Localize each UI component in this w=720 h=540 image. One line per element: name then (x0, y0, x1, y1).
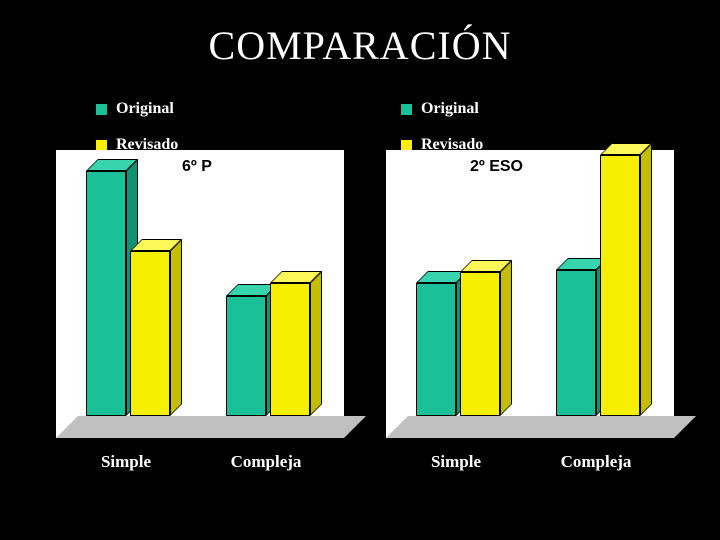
bar (460, 272, 500, 416)
bar (600, 155, 640, 416)
bar (416, 283, 456, 416)
plot-area-6p (56, 150, 344, 438)
bars-2eso (386, 150, 674, 416)
x-label: Simple (101, 452, 151, 472)
legend-label-original: Original (116, 100, 174, 118)
legend-left: Original Revisado (95, 100, 178, 154)
x-axis-labels-6p: Simple Compleja (56, 442, 344, 480)
x-axis-labels-2eso: Simple Compleja (386, 442, 674, 480)
chart-floor-2 (386, 416, 696, 438)
legend-label-original-2: Original (421, 100, 479, 118)
chart-floor (56, 416, 366, 438)
bar (270, 283, 310, 416)
x-label: Simple (431, 452, 481, 472)
chart-2eso: 2º ESO Simple Compleja (370, 150, 680, 480)
legend-right: Original Revisado (400, 100, 483, 154)
bar (86, 171, 126, 416)
bar (130, 251, 170, 416)
chart-6p: 6º P Simple Compleja (40, 150, 350, 480)
bars-6p (56, 150, 344, 416)
swatch-original-2 (400, 103, 413, 116)
page-title: COMPARACIÓN (0, 0, 720, 69)
plot-area-2eso (386, 150, 674, 438)
chart-title-2eso: 2º ESO (458, 152, 535, 186)
chart-title-6p: 6º P (170, 152, 224, 186)
swatch-original (95, 103, 108, 116)
legend-item-original-2: Original (400, 100, 483, 118)
legend-item-original: Original (95, 100, 178, 118)
bar (556, 270, 596, 416)
slide: COMPARACIÓN Original Revisado Original R… (0, 0, 720, 540)
bar (226, 296, 266, 416)
charts-container: 6º P Simple Compleja 2º ESO Simple Complej… (40, 150, 680, 480)
x-label: Compleja (561, 452, 632, 472)
x-label: Compleja (231, 452, 302, 472)
